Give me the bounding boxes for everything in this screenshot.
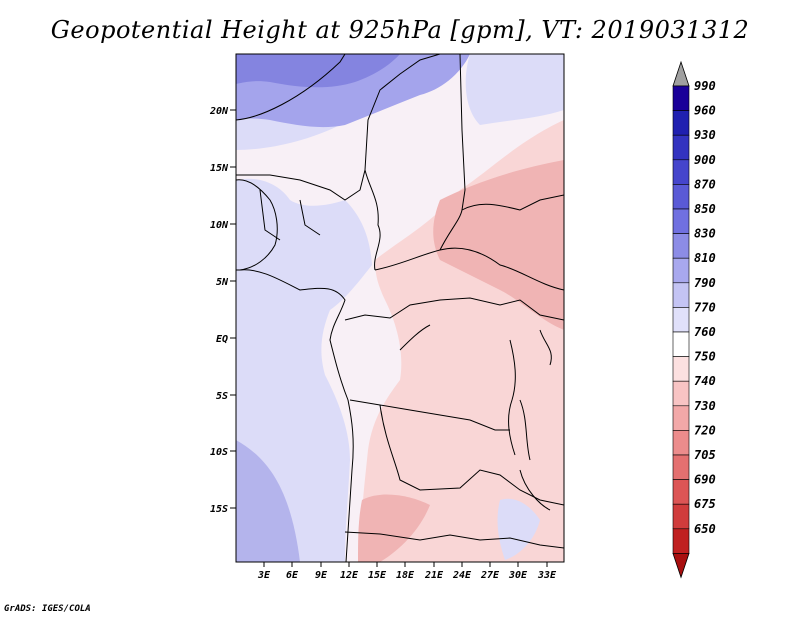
credit-label: GrADS: IGES/COLA	[4, 604, 91, 614]
colorbar: 990 960 930 900 870 850 830 810 790 770 760 750 740 7…	[672, 60, 716, 579]
land-hot-south-fill	[358, 494, 430, 562]
lat-label-15s: 15S	[210, 504, 228, 515]
colorbar-level-label: 830	[694, 227, 716, 241]
lon-label-6e: 6E	[286, 570, 299, 581]
colorbar-swatch	[672, 307, 690, 333]
colorbar-level-label: 705	[694, 448, 716, 462]
colorbar-level-label: 720	[694, 423, 716, 437]
lat-label-5n: 5N	[216, 277, 229, 288]
lat-label-15n: 15N	[210, 163, 229, 174]
colorbar-level-label: 930	[694, 128, 716, 142]
land-cool-southeast-fill	[497, 498, 540, 560]
colorbar-swatch	[672, 110, 690, 136]
lat-axis: 20N 15N 10N 5N EQ 5S 10S 15S	[209, 106, 236, 515]
lon-label-3e: 3E	[257, 570, 271, 581]
lon-label-15e: 15E	[368, 570, 387, 581]
colorbar-swatch	[672, 356, 690, 382]
colorbar-level-label: 900	[694, 153, 716, 167]
lon-label-30e: 30E	[508, 570, 528, 581]
colorbar-swatch	[672, 85, 690, 111]
colorbar-swatch	[672, 405, 690, 431]
colorbar-swatch	[672, 282, 690, 308]
map-panel	[236, 54, 564, 562]
colorbar-swatch	[672, 380, 690, 407]
colorbar-level-label: 870	[694, 177, 716, 191]
colorbar-swatch	[672, 184, 690, 210]
colorbar-level-label: 760	[694, 325, 716, 339]
lon-label-24e: 24E	[452, 570, 472, 581]
colorbar-swatch	[672, 430, 690, 456]
colorbar-swatch	[672, 208, 690, 234]
map-frame	[235, 53, 565, 563]
lon-label-12e: 12E	[340, 570, 359, 581]
colorbar-level-label: 750	[694, 350, 716, 364]
map-title: Geopotential Height at 925hPa [gpm], VT:…	[50, 16, 750, 44]
ocean-southwest-fill	[236, 440, 300, 562]
colorbar-bottom-arrow	[672, 553, 690, 579]
colorbar-swatch	[672, 331, 690, 357]
colorbar-level-label: 650	[694, 522, 716, 536]
colorbar-top-arrow	[672, 60, 690, 87]
colorbar-level-label: 770	[694, 300, 716, 314]
colorbar-swatch	[672, 479, 690, 505]
lon-axis: 3E 6E 9E 12E 15E 18E 21E 24E 27E 30E 33E	[257, 562, 557, 581]
colorbar-swatch	[672, 528, 690, 554]
colorbar-level-label: 790	[694, 276, 716, 290]
north-higher-fill	[236, 54, 400, 88]
lat-label-20n: 20N	[209, 106, 229, 117]
lon-label-9e: 9E	[315, 570, 328, 581]
lat-label-10n: 10N	[210, 220, 229, 231]
land-hot-fill	[433, 160, 564, 330]
colorbar-swatch	[672, 257, 690, 284]
lon-label-21e: 21E	[424, 570, 444, 581]
colorbar-level-label: 990	[694, 79, 716, 93]
lat-label-10s: 10S	[210, 447, 228, 458]
colorbar-level-label: 690	[694, 473, 716, 487]
lon-label-33e: 33E	[537, 570, 557, 581]
colorbar-swatch	[672, 503, 690, 530]
colorbar-level-label: 675	[694, 497, 716, 511]
lon-label-18e: 18E	[396, 570, 415, 581]
lat-label-eq: EQ	[216, 334, 228, 345]
lon-label-27e: 27E	[480, 570, 500, 581]
colorbar-level-label: 850	[694, 202, 716, 216]
colorbar-swatch	[672, 134, 690, 161]
lat-label-5s: 5S	[216, 391, 228, 402]
colorbar-swatch	[672, 454, 690, 480]
borders	[236, 54, 564, 562]
colorbar-swatch	[672, 233, 690, 259]
colorbar-level-label: 810	[694, 251, 716, 265]
colorbar-level-label: 730	[694, 399, 716, 413]
colorbar-level-label: 740	[694, 374, 716, 388]
northeast-cool-fill	[465, 54, 564, 125]
colorbar-level-label: 960	[694, 104, 716, 118]
colorbar-swatch	[672, 159, 690, 185]
